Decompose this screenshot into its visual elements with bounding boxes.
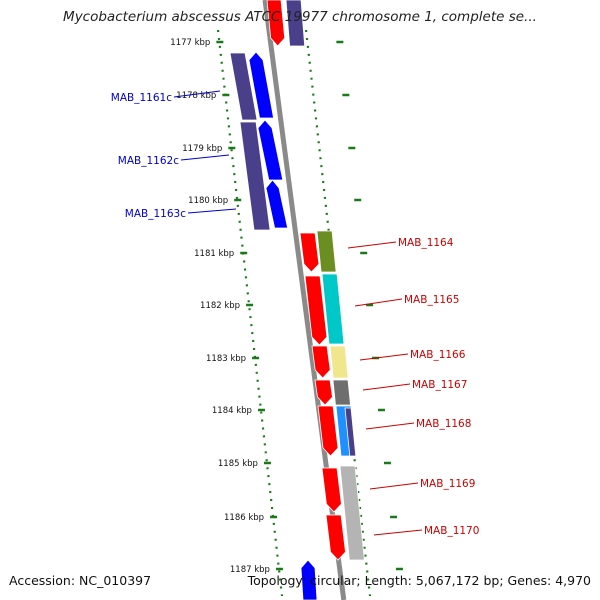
tick-label: 1185 kbp (218, 459, 258, 469)
cds-top-fragment (266, 0, 286, 47)
gene-bar (316, 230, 337, 273)
tick-label: 1177 kbp (170, 38, 210, 48)
tick-label: 1178 kbp (176, 91, 216, 101)
gene-bar (321, 273, 345, 345)
gene-top-fragment (285, 0, 306, 47)
gene-label-right: MAB_1170 (424, 525, 479, 537)
cds-arrow (317, 405, 339, 457)
cds-arrow (311, 345, 331, 379)
accession-text: Accession: NC_010397 (9, 573, 152, 588)
gene-bar (332, 379, 351, 406)
cds-arrow (321, 467, 342, 513)
feature-layer (229, 0, 365, 600)
cds-arrow (248, 51, 275, 119)
gene-bar (239, 121, 271, 231)
tick-label: 1181 kbp (194, 249, 234, 259)
cds-arrow (257, 119, 284, 181)
gene-label-right: MAB_1169 (420, 478, 475, 490)
leader-line (369, 482, 419, 490)
cds-arrow (314, 379, 333, 406)
tick-label: 1186 kbp (224, 513, 264, 523)
gene-label-layer: MAB_1161c MAB_1162c MAB_1163c MAB_1164 MAB_1… (111, 90, 479, 537)
gene-label-right: MAB_1164 (398, 237, 454, 249)
gene-bar (339, 465, 365, 561)
gene-label-right: MAB_1166 (410, 349, 466, 361)
leader-line (362, 383, 411, 391)
tick-label: 1179 kbp (182, 144, 222, 154)
cds-arrow (325, 514, 346, 561)
leader-line (347, 241, 397, 249)
gene-label-right: MAB_1165 (404, 294, 459, 306)
gene-label-right: MAB_1168 (416, 418, 471, 430)
tick-label: 1184 kbp (212, 406, 252, 416)
cds-bottom-fragment (300, 559, 318, 600)
tick-label: 1182 kbp (200, 301, 240, 311)
gene-label-right: MAB_1167 (412, 379, 467, 391)
kbp-tick-layer: 1177 kbp 1178 kbp 1179 kbp 1180 kbp 1181 kbp… (170, 38, 403, 575)
leader-line (365, 422, 415, 430)
gene-bar (329, 345, 349, 379)
leader-line (359, 353, 409, 361)
leader-line (180, 154, 230, 161)
cds-arrow (299, 232, 320, 273)
topology-summary: Topology: circular; Length: 5,067,172 bp… (247, 573, 591, 588)
gene-label-left: MAB_1161c (111, 92, 172, 104)
leader-line (373, 529, 423, 536)
tick-label: 1187 kbp (230, 565, 270, 575)
gene-bar-overlap (344, 407, 357, 457)
cds-arrow (304, 275, 328, 346)
leader-line (354, 298, 403, 307)
gene-label-left: MAB_1163c (125, 208, 186, 220)
sequence-title: Mycobacterium abscessus ATCC 19977 chrom… (63, 9, 537, 25)
gene-bar (229, 52, 258, 121)
tick-label: 1183 kbp (206, 354, 246, 364)
tick-label: 1180 kbp (188, 196, 228, 206)
leader-line (187, 208, 237, 214)
leader-line (173, 90, 221, 98)
left-track-band (219, 18, 338, 232)
gene-label-left: MAB_1162c (118, 155, 179, 167)
cds-arrow (265, 179, 289, 229)
